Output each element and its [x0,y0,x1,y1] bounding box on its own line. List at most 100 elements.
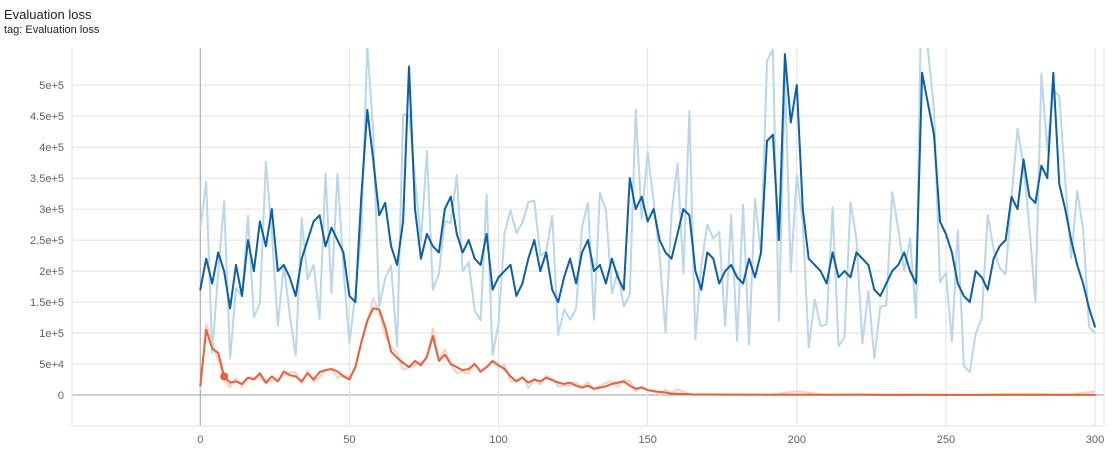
series-point [282,263,285,266]
series-point [557,381,560,384]
series-point [539,270,542,272]
series-point [622,380,625,383]
series-point [390,350,393,353]
series-point [670,392,673,395]
series-point [718,282,721,285]
series-point [354,366,357,369]
series-point [819,270,822,272]
series-point [366,109,369,111]
series-point [402,361,404,364]
series-point [980,276,983,279]
series-point [706,393,709,396]
y-tick-label: 1.5e+5 [30,297,64,309]
series-point [372,158,375,161]
series-point [509,375,512,378]
series-point [861,257,864,260]
series-point [843,270,846,272]
series-point [247,376,249,379]
series-point [259,372,261,375]
series-point [282,370,285,373]
series-raw-line [199,48,1096,373]
x-tick-label: 300 [1086,434,1104,446]
series-point [217,351,220,354]
series-point [766,393,768,396]
series-point [408,366,410,369]
series-point [330,368,333,370]
series-point [622,288,625,291]
highlight-point [220,372,229,381]
series-point [1046,177,1049,180]
series-point [1070,239,1073,241]
series-point [813,263,816,266]
series-point [372,307,375,310]
series-point [676,233,679,235]
series-point [915,282,917,285]
series-point [604,385,607,388]
series-point [939,220,941,223]
series-point [414,360,416,362]
series-point [420,257,422,260]
series-point [318,214,321,217]
series-point [956,282,959,285]
series-point [593,387,595,390]
series-point [378,308,381,311]
series-point [300,380,303,383]
series-point [378,214,381,217]
series-point [634,387,637,390]
series-point [825,282,828,285]
series-point [270,208,273,211]
series-point [909,270,912,272]
x-tick-label: 200 [788,434,806,446]
series-point [479,263,482,266]
series-point [324,245,327,248]
series-point [348,294,351,297]
series-point [1034,393,1037,396]
series-point [628,384,631,387]
series-point [384,202,387,204]
series-point [199,288,202,291]
series-point [437,360,440,362]
series-point [1040,164,1043,167]
series-point [652,390,655,393]
series-point [408,65,410,68]
series-point [837,276,840,279]
y-tick-label: 3.5e+5 [30,173,64,185]
series-point [521,282,524,285]
series-point [581,251,583,254]
series-point [640,195,643,198]
series-point [235,263,237,266]
series-point [384,325,387,328]
series-point [682,208,685,211]
series-point [760,251,762,254]
series-point [455,233,458,235]
series-point [491,360,494,362]
series-point [348,378,351,381]
series-point [342,375,345,378]
series-point [801,208,804,211]
series-point [1076,263,1079,266]
series-point [628,177,631,180]
series-point [891,270,894,272]
series-point [575,384,577,387]
series-point [270,375,273,378]
series-point [998,245,1001,248]
series-point [461,369,464,372]
series-point [217,251,220,254]
series-point [467,239,470,241]
series-point [551,379,554,382]
series-point [831,251,834,254]
series-point [241,382,243,385]
series-point [593,270,595,272]
series-point [616,276,619,279]
x-tick-label: 100 [489,434,507,446]
series-point [563,382,566,385]
series-point [205,329,208,331]
series-point [503,368,506,370]
series-point [885,282,888,285]
series-point [253,378,255,381]
series-point [986,288,989,291]
series-point [360,341,363,344]
series-point [915,393,917,396]
series-point [712,257,715,260]
